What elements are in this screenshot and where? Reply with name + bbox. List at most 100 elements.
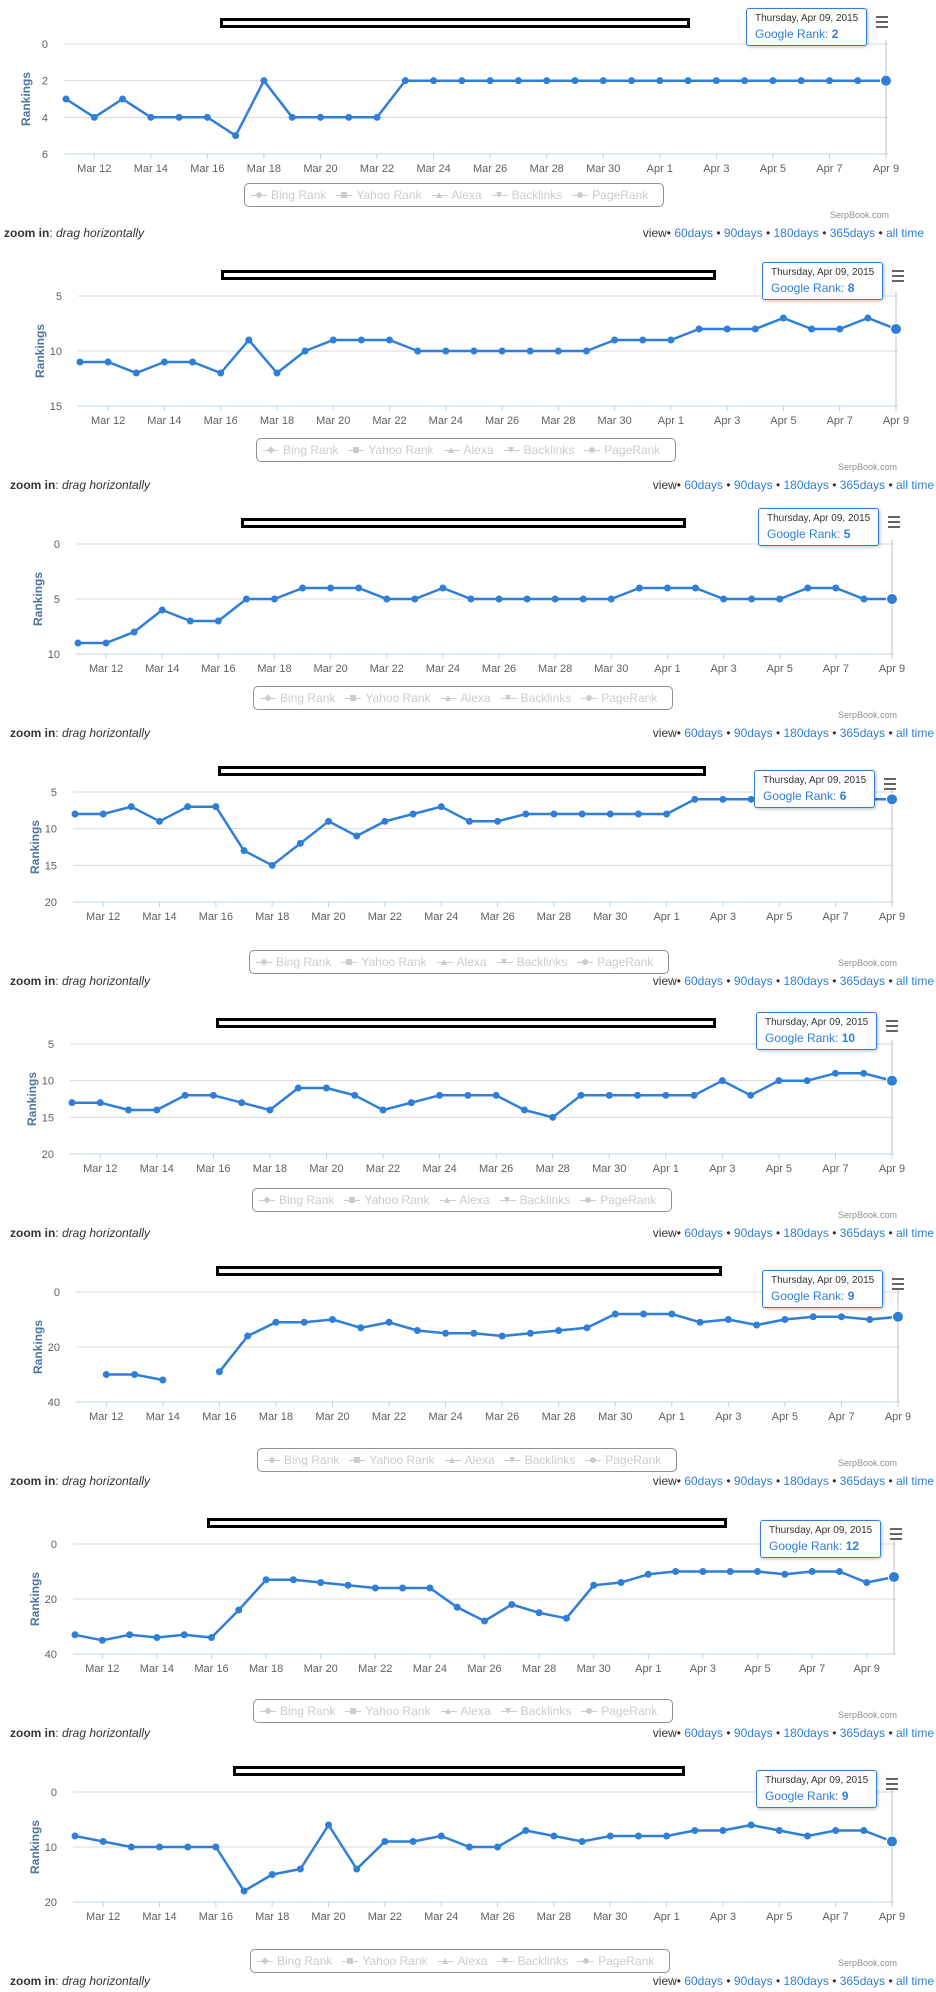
data-point[interactable] [299, 584, 307, 592]
data-point[interactable] [353, 1865, 361, 1873]
view-link-60days[interactable]: 60days [674, 226, 714, 240]
view-link-60days[interactable]: 60days [684, 726, 724, 740]
view-link-60days[interactable]: 60days [684, 1474, 724, 1488]
data-point[interactable] [779, 314, 787, 322]
view-link-365days[interactable]: 365days [829, 226, 876, 240]
data-point[interactable] [832, 584, 840, 592]
data-point[interactable] [578, 1838, 586, 1845]
data-point[interactable] [781, 1570, 789, 1578]
data-point[interactable] [245, 336, 253, 344]
data-point[interactable] [634, 1832, 642, 1840]
data-point[interactable] [606, 810, 614, 818]
data-point[interactable] [803, 1832, 811, 1840]
menu-icon[interactable] [876, 16, 888, 28]
data-point[interactable] [804, 584, 812, 592]
data-point[interactable] [549, 1113, 557, 1121]
view-link-90days[interactable]: 90days [733, 974, 773, 988]
data-point[interactable] [104, 358, 112, 366]
data-point[interactable] [492, 1091, 500, 1099]
legend-item-backlinks[interactable]: Backlinks [500, 1704, 571, 1718]
legend-item-alexa[interactable]: Alexa [440, 1704, 491, 1718]
view-link-60days[interactable]: 60days [684, 1226, 724, 1240]
data-point[interactable] [351, 1091, 359, 1099]
data-point[interactable] [747, 1091, 755, 1099]
legend-item-backlinks[interactable]: Backlinks [499, 1193, 570, 1207]
data-point[interactable] [181, 1091, 189, 1099]
data-point[interactable] [414, 347, 422, 355]
legend-item-backlinks[interactable]: Backlinks [504, 1453, 575, 1467]
data-point[interactable] [639, 336, 647, 344]
view-link-365days[interactable]: 365days [839, 726, 886, 740]
data-point[interactable] [212, 803, 220, 811]
view-link-60days[interactable]: 60days [684, 478, 724, 492]
view-link-365days[interactable]: 365days [839, 974, 886, 988]
data-point[interactable] [832, 1827, 840, 1834]
data-point[interactable] [262, 1576, 270, 1584]
data-point[interactable] [74, 639, 82, 647]
data-point[interactable] [663, 810, 671, 818]
data-point[interactable] [442, 347, 450, 355]
data-point[interactable] [240, 847, 248, 855]
data-point[interactable] [214, 617, 222, 625]
view-link-90days[interactable]: 90days [733, 1474, 773, 1488]
data-point[interactable] [127, 1843, 135, 1851]
data-point[interactable] [718, 1077, 726, 1085]
data-point[interactable] [158, 606, 166, 614]
legend-item-yahoo-rank[interactable]: Yahoo Rank [336, 188, 422, 202]
data-point[interactable] [590, 1581, 598, 1589]
data-point[interactable] [127, 803, 135, 811]
data-point[interactable] [209, 1091, 217, 1099]
data-point[interactable] [96, 1099, 104, 1107]
data-point[interactable] [272, 1318, 280, 1326]
data-point[interactable] [803, 1077, 811, 1085]
data-point[interactable] [329, 336, 337, 344]
menu-icon[interactable] [886, 1020, 898, 1032]
data-point[interactable] [860, 1069, 868, 1077]
data-point[interactable] [748, 595, 756, 603]
data-point[interactable] [327, 584, 335, 592]
data-point[interactable] [132, 369, 140, 377]
data-point[interactable] [238, 1099, 246, 1107]
data-point[interactable] [465, 817, 473, 825]
data-point[interactable] [692, 584, 700, 592]
legend-item-yahoo-rank[interactable]: Yahoo Rank [345, 1704, 431, 1718]
data-point[interactable] [578, 810, 586, 818]
data-point[interactable] [691, 795, 699, 803]
data-point[interactable] [695, 325, 703, 333]
legend-item-backlinks[interactable]: Backlinks [500, 691, 571, 705]
data-point[interactable] [71, 1631, 79, 1639]
data-point[interactable] [498, 1332, 506, 1340]
data-point[interactable] [607, 595, 615, 603]
legend-item-bing-rank[interactable]: Bing Rank [260, 691, 335, 705]
data-point[interactable] [180, 1631, 188, 1639]
data-point[interactable] [371, 1584, 379, 1592]
data-point[interactable] [696, 1318, 704, 1326]
legend-item-yahoo-rank[interactable]: Yahoo Rank [341, 955, 427, 969]
credit-link[interactable]: SerpBook.com [838, 1710, 898, 1720]
data-point[interactable] [153, 1106, 161, 1114]
credit-link[interactable]: SerpBook.com [830, 210, 890, 220]
data-point[interactable] [266, 1106, 274, 1114]
data-point[interactable] [526, 347, 534, 355]
data-point[interactable] [719, 1827, 727, 1834]
data-point[interactable] [401, 77, 409, 85]
credit-link[interactable]: SerpBook.com [838, 1458, 898, 1468]
view-link-all-time[interactable]: all time [885, 226, 924, 240]
data-point[interactable] [554, 347, 562, 355]
view-link-365days[interactable]: 365days [839, 1226, 886, 1240]
legend-item-bing-rank[interactable]: Bing Rank [264, 1453, 339, 1467]
menu-icon[interactable] [886, 1778, 898, 1790]
data-point[interactable] [611, 336, 619, 344]
data-point[interactable] [268, 1871, 276, 1878]
legend-item-bing-rank[interactable]: Bing Rank [260, 1704, 335, 1718]
data-point[interactable] [719, 795, 727, 803]
data-point[interactable] [465, 1843, 473, 1851]
legend-item-bing-rank[interactable]: Bing Rank [256, 955, 331, 969]
data-point[interactable] [242, 595, 250, 603]
legend-item-pagerank[interactable]: PageRank [578, 1954, 654, 1968]
data-point-hovered[interactable] [886, 793, 898, 806]
